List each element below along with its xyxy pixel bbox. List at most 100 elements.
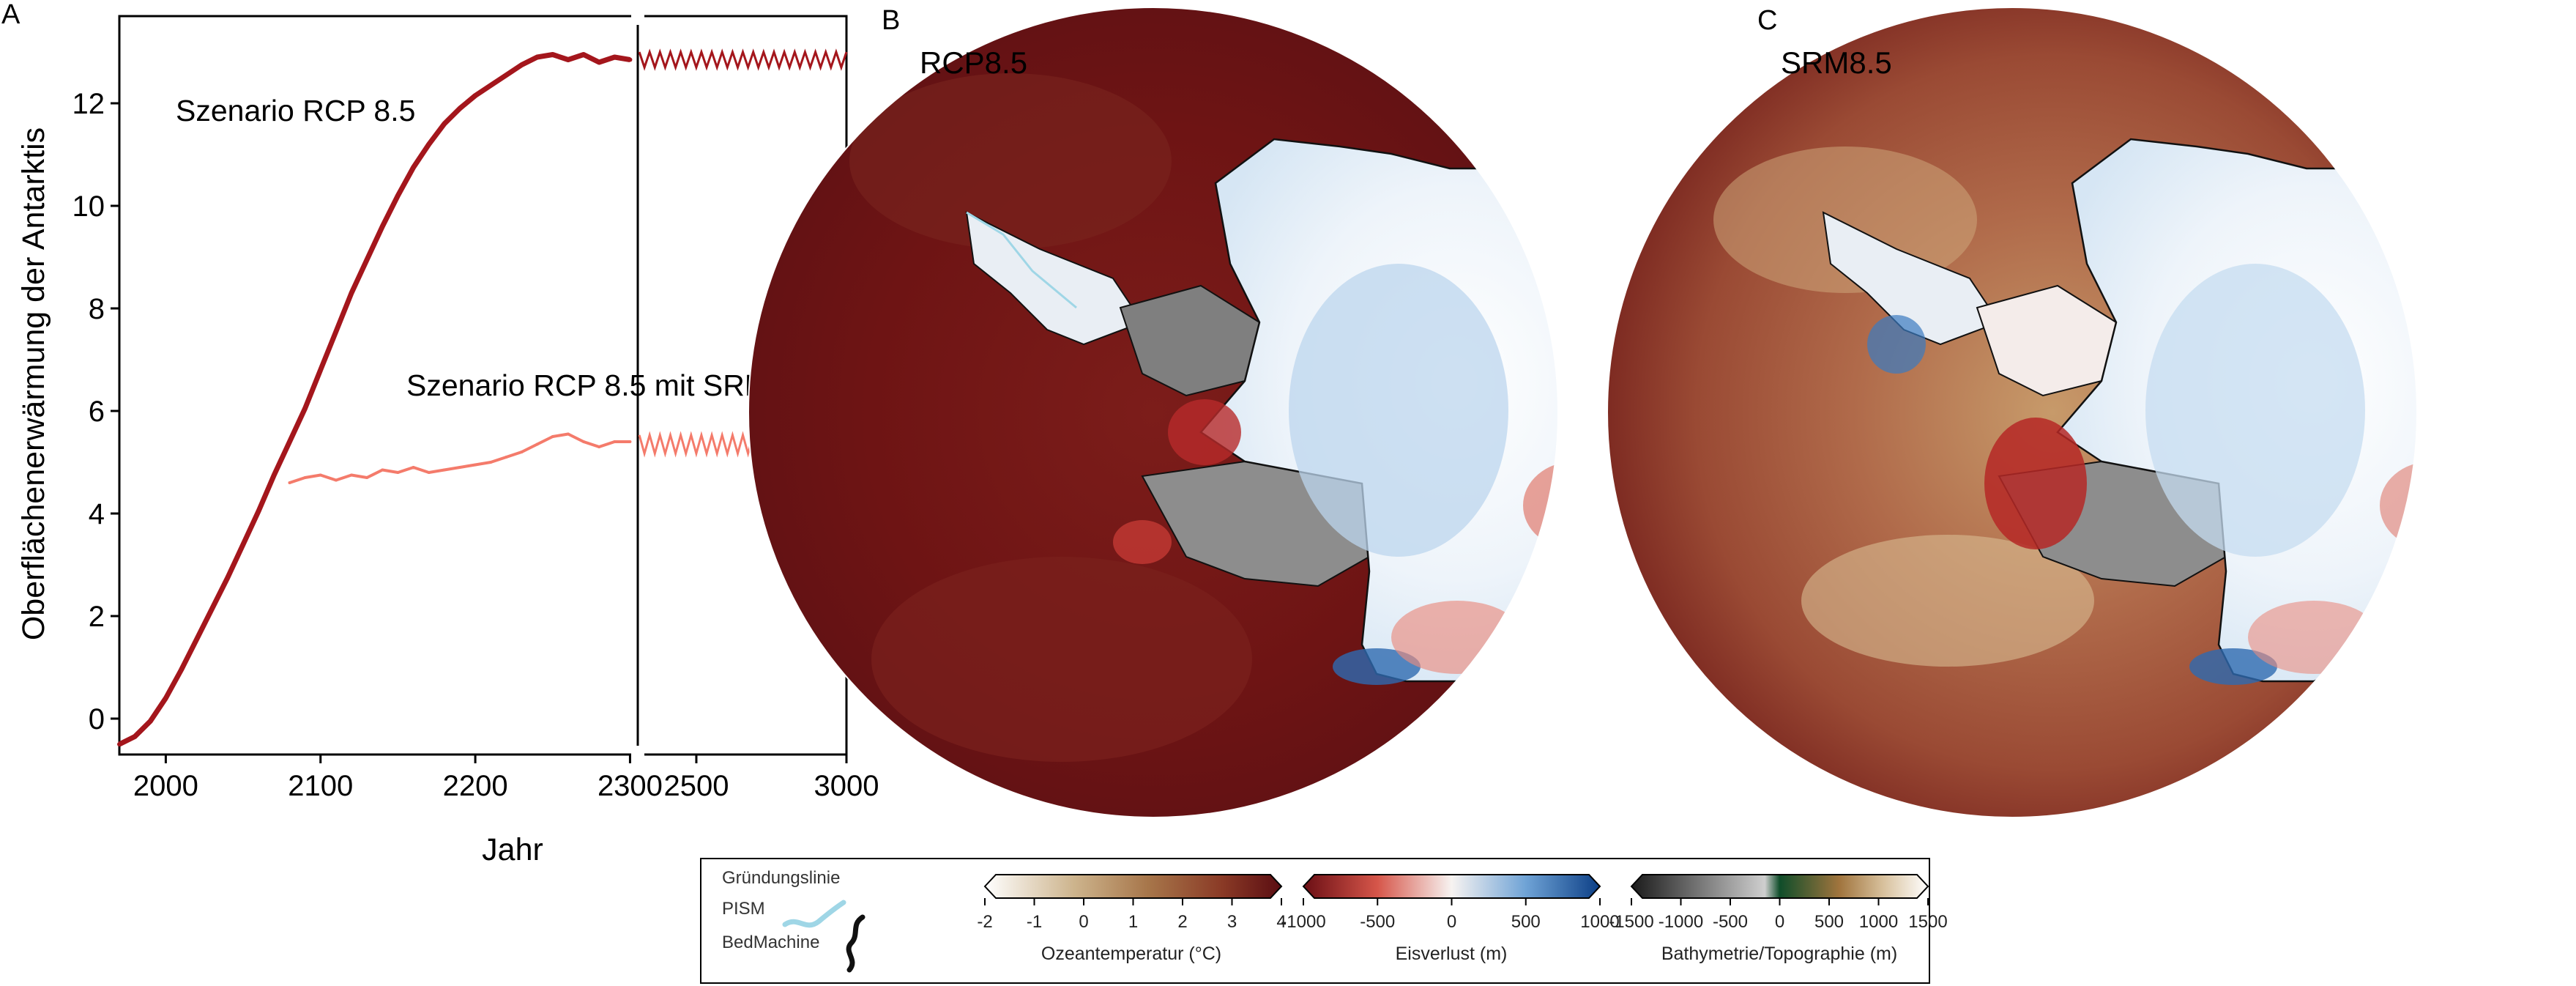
bedmachine-line-icon [846, 914, 866, 973]
data-point [535, 442, 539, 446]
data-point [117, 742, 122, 746]
colorbar-tick-label: 4 [1276, 912, 1286, 932]
data-point [519, 62, 524, 67]
panel-c-letter: C [1757, 5, 1777, 36]
x-tick-label: 2500 [663, 770, 729, 802]
data-point [551, 435, 554, 438]
axis-break [631, 7, 644, 25]
data-point [225, 575, 230, 580]
data-point [520, 451, 524, 453]
data-point [334, 478, 338, 482]
x-tick-label: 2300 [598, 770, 663, 802]
y-tick-label: 8 [89, 293, 105, 325]
ice-loss-blue [2189, 648, 2277, 685]
colorbar-label: Eisverlust (m) [1396, 944, 1508, 964]
x-ticks: 2000 2100 2200 2300 2500 3000 [133, 755, 879, 802]
series-tail-0 [638, 48, 848, 71]
data-point [333, 329, 338, 334]
data-point [598, 445, 601, 448]
panel-c: C SRM8.5 [1607, 5, 2418, 818]
colorbar-body [1630, 874, 1929, 899]
series-label-srm: Szenario RCP 8.5 mit SRM [406, 368, 770, 402]
panel-b: B RCP8.5 [748, 5, 1559, 818]
data-point [148, 719, 153, 724]
map-rcp85 [748, 7, 1558, 818]
series-line-0 [118, 52, 630, 747]
x-axis-label: Jahr [482, 832, 543, 867]
map-title-rcp85: RCP8.5 [920, 45, 1027, 80]
data-point [412, 466, 415, 469]
ice-loss-blue [1289, 264, 1508, 557]
data-point [349, 291, 354, 295]
colorbar-tick-label: 0 [1447, 912, 1456, 932]
data-point [612, 55, 617, 59]
data-point [163, 696, 168, 700]
data-point [473, 93, 478, 98]
data-point [505, 456, 508, 459]
data-point [287, 440, 292, 444]
data-point [565, 57, 570, 62]
data-point [504, 73, 509, 78]
colorbar-body [1302, 874, 1601, 899]
data-point [380, 224, 385, 229]
legend-bedmachine: BedMachine [722, 933, 819, 952]
y-tick-label: 12 [72, 88, 105, 120]
legend-box: Gründungslinie PISM BedMachine -2 -1 0 1 2 3 4… [700, 858, 1948, 984]
data-point [179, 667, 184, 672]
colorbar-tick-label: -500 [1360, 912, 1395, 932]
colorbar-tick-label: 0 [1775, 912, 1784, 932]
y-tick-label: 0 [89, 703, 105, 735]
data-point [272, 472, 277, 478]
ice-loss-blue [1867, 315, 1926, 374]
peninsula [965, 211, 1144, 346]
legend-grounding-line: Gründungslinie [722, 868, 840, 888]
map-srm85 [1607, 7, 2417, 818]
data-point [457, 106, 462, 111]
data-point [350, 473, 354, 477]
warm-ocean-patch [871, 557, 1252, 762]
colorbar-tick-label: 1 [1128, 912, 1138, 932]
y-tick-label: 2 [89, 601, 105, 633]
series-layer [117, 48, 848, 747]
line-chart: 0 2 4 6 8 10 12 2000 2100 2200 2300 2500 3000 Szena… [16, 7, 879, 867]
data-point [581, 52, 587, 57]
colorbar-label: Bathymetrie/Topographie (m) [1661, 944, 1897, 964]
ice-loss-red [1391, 601, 1523, 674]
data-point [458, 466, 461, 469]
colorbar-tick-label: 500 [1511, 912, 1541, 932]
colorbar-body [983, 874, 1283, 899]
data-point [411, 165, 416, 170]
colorbar-tick-label: 0 [1079, 912, 1088, 932]
data-point [427, 471, 431, 474]
data-point [241, 542, 246, 546]
ice-loss-red [2248, 601, 2380, 674]
map-border [1607, 7, 2418, 818]
colorbar-tick-label: -1500 [1609, 912, 1653, 932]
pism-line-icon [782, 900, 846, 928]
series-label-rcp: Szenario RCP 8.5 [176, 94, 415, 127]
map-title-srm85: SRM8.5 [1781, 45, 1892, 80]
data-point [550, 52, 555, 57]
data-point [628, 57, 633, 62]
data-point [426, 142, 431, 147]
colorbar-ticks: -2 -1 0 1 2 3 4 [977, 898, 1287, 932]
colorbar-tick-label: 1000 [1859, 912, 1898, 932]
data-point [256, 508, 261, 514]
x-tick-label: 2100 [288, 770, 353, 802]
ice-loss-blue [1530, 198, 1558, 286]
y-axis-label: Oberflächenerwärmung der Antarktis [16, 127, 51, 640]
colorbar-tick-label: 1000 [1580, 912, 1619, 932]
ice-loss-red [1984, 418, 2087, 549]
ice-loss-blue [2387, 198, 2417, 286]
y-tick-label: 10 [72, 190, 105, 223]
axis-break-bottom [631, 746, 644, 763]
data-point [319, 473, 322, 477]
data-point [442, 122, 447, 126]
colorbar-ice-loss: -1000 -500 0 500 1000 Eisverlust (m) [1281, 874, 1620, 964]
data-point [582, 440, 586, 443]
data-point [395, 193, 401, 198]
colorbar-tick-label: 500 [1814, 912, 1844, 932]
colorbar-tick-label: -500 [1713, 912, 1748, 932]
data-point [288, 481, 291, 484]
